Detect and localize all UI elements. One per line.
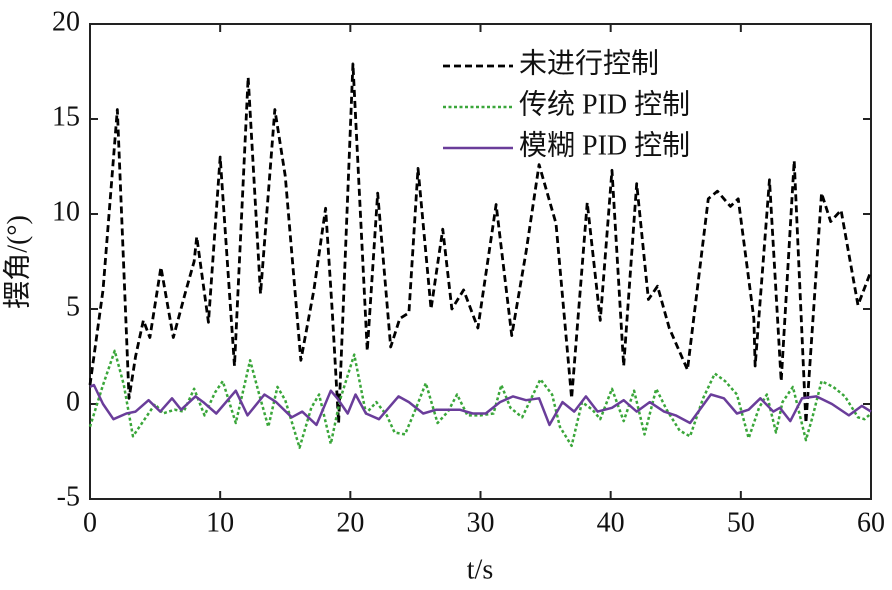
- x-tick-label: 0: [83, 507, 97, 538]
- x-tick-label: 30: [467, 507, 495, 538]
- x-tick-label: 20: [336, 507, 364, 538]
- legend-label: 模糊 PID 控制: [519, 129, 690, 161]
- legend-label: 传统 PID 控制: [519, 88, 690, 120]
- x-axis-label: t/s: [467, 554, 493, 585]
- y-tick-label: 0: [66, 386, 80, 417]
- y-axis-label: 摆角/(°): [1, 215, 33, 309]
- series-line: [88, 62, 873, 425]
- y-tick-label: 15: [52, 101, 80, 132]
- x-tick-label: 60: [857, 507, 885, 538]
- series-line: [88, 349, 872, 449]
- y-tick-label: 20: [52, 6, 80, 37]
- y-tick-label: 10: [52, 196, 80, 227]
- y-tick-label: -5: [57, 481, 80, 512]
- x-tick-label: 40: [597, 507, 625, 538]
- y-tick-label: 5: [66, 291, 80, 322]
- x-tick-label: 10: [206, 507, 234, 538]
- legend-label: 未进行控制: [519, 47, 659, 79]
- x-tick-label: 50: [727, 507, 755, 538]
- plot-frame: [89, 23, 872, 500]
- series-line: [89, 383, 872, 427]
